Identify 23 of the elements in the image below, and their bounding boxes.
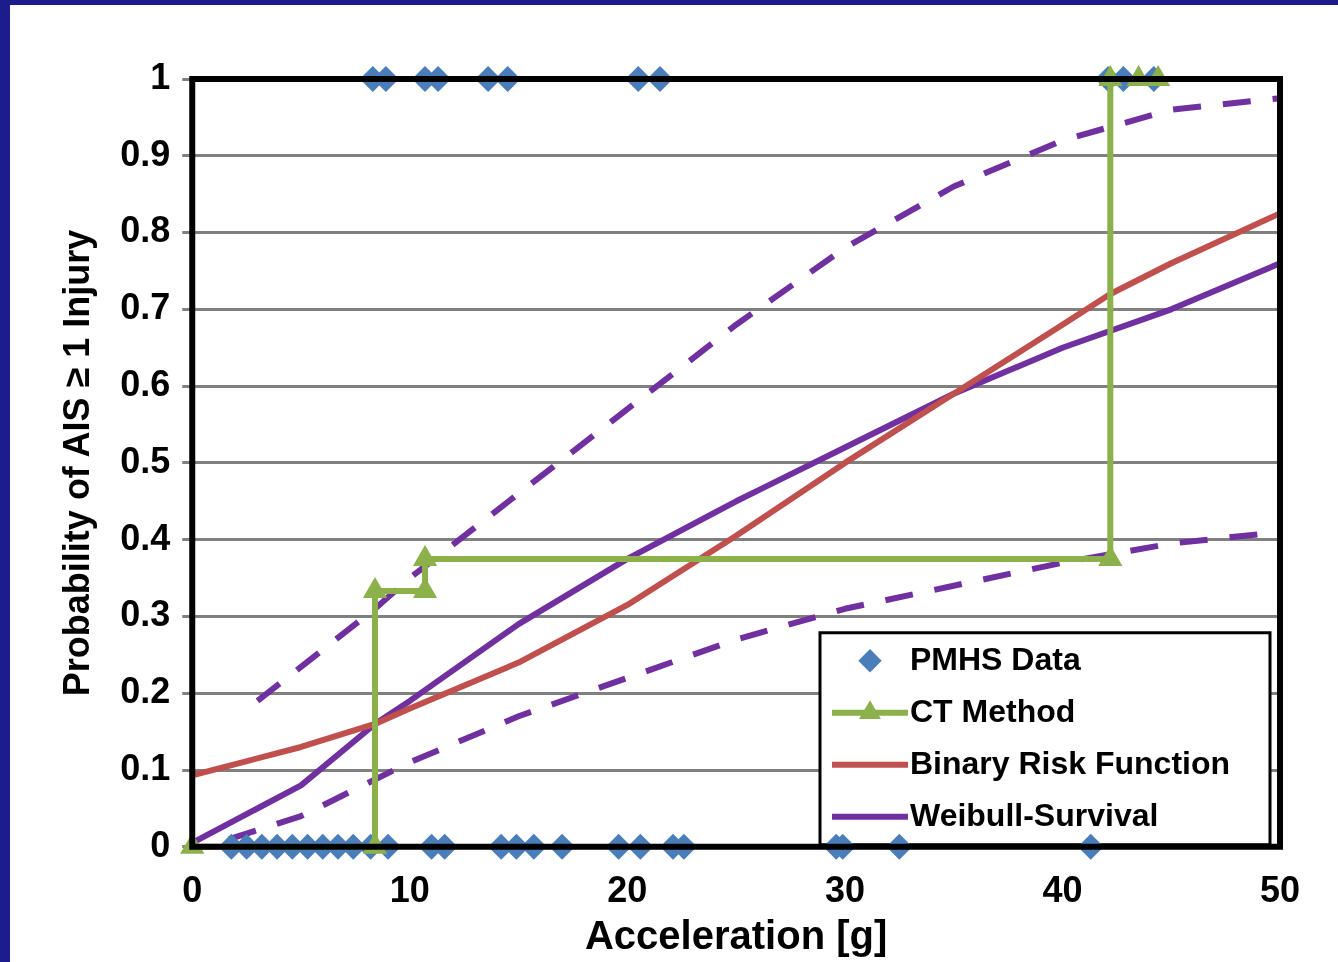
y-tick-label: 0.5 [120,439,171,481]
legend-label: PMHS Data [910,640,1081,677]
y-tick-label: 0.7 [120,286,171,328]
y-tick-label: 0.4 [120,516,171,558]
legend-label: Weibull-Survival [910,796,1159,833]
x-tick-label: 0 [182,869,203,911]
x-tick-label: 10 [389,869,430,911]
y-tick-label: 0.2 [120,670,171,712]
x-tick-label: 20 [607,869,648,911]
y-tick-label: 0.3 [120,593,171,635]
x-axis-title: Acceleration [g] [584,913,888,958]
y-tick-label: 0.9 [120,132,171,174]
y-axis-title: Probability of AIS ≥ 1 Injury [55,229,97,697]
legend-label: Binary Risk Function [910,744,1231,781]
x-tick-label: 30 [824,869,865,911]
y-tick-label: 0.8 [120,209,171,251]
y-tick-label: 0.6 [120,363,171,405]
x-tick-label: 50 [1259,869,1301,911]
y-tick-label: 0 [150,823,171,865]
legend-label: CT Method [910,692,1076,729]
y-tick-label: 0.1 [120,746,171,788]
x-tick-label: 40 [1042,869,1083,911]
y-tick-label: 1 [150,55,171,97]
